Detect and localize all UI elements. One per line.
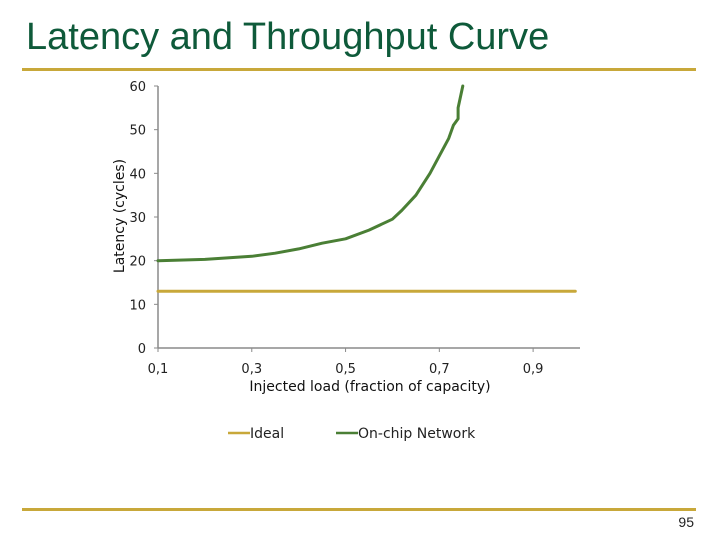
x-tick-label: 0,1 xyxy=(148,362,169,377)
y-tick-label: 0 xyxy=(138,342,146,357)
y-tick-label: 10 xyxy=(129,298,146,313)
slide-title: Latency and Throughput Curve xyxy=(26,16,550,58)
x-tick-labels: 0,1 0,3 0,5 0,7 0,9 xyxy=(148,362,544,377)
y-tick-label: 50 xyxy=(129,124,146,139)
x-tick-label: 0,9 xyxy=(523,362,544,377)
legend: Ideal On-chip Network xyxy=(228,426,476,442)
series-line-on-chip-network xyxy=(156,84,465,263)
x-axis xyxy=(157,347,580,352)
x-tick-label: 0,7 xyxy=(429,362,450,377)
title-underline xyxy=(22,68,696,71)
y-tick-label: 30 xyxy=(129,211,146,226)
y-tick-labels: 0 10 20 30 40 50 60 xyxy=(129,80,146,357)
y-axis-title: Latency (cycles) xyxy=(112,159,128,273)
page-number: 95 xyxy=(678,514,694,530)
y-tick-label: 20 xyxy=(129,255,146,270)
x-tick-label: 0,3 xyxy=(241,362,262,377)
x-tick-label: 0,5 xyxy=(335,362,356,377)
y-tick-label: 60 xyxy=(129,80,146,95)
legend-label-on-chip-network: On-chip Network xyxy=(358,426,476,442)
y-axis xyxy=(154,85,159,349)
series-layer xyxy=(156,84,577,293)
footer-rule xyxy=(22,508,696,511)
y-tick-label: 40 xyxy=(129,167,146,182)
legend-label-ideal: Ideal xyxy=(250,426,284,442)
x-axis-title: Injected load (fraction of capacity) xyxy=(249,379,490,395)
